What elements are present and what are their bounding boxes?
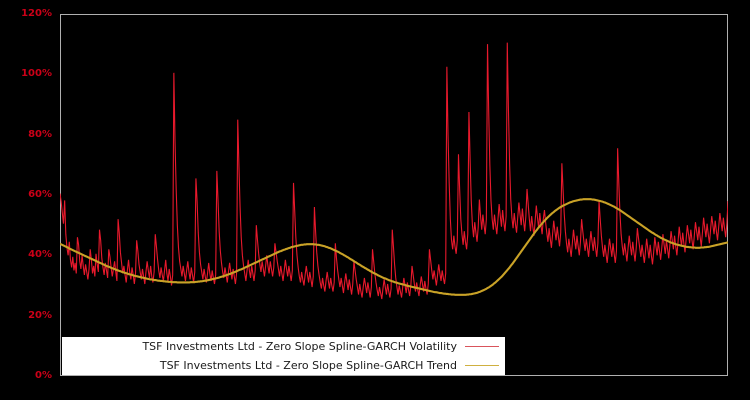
legend-swatch-trend <box>465 365 499 366</box>
y-tick-label: 0% <box>35 370 52 381</box>
legend-swatch-volatility <box>465 346 499 347</box>
y-tick-label: 20% <box>28 309 52 321</box>
chart-legend: TSF Investments Ltd - Zero Slope Spline-… <box>62 337 505 375</box>
series-line-trend <box>60 198 728 296</box>
series-line-volatility <box>60 42 728 300</box>
y-tick-label: 60% <box>28 189 52 200</box>
y-tick-label: 120% <box>21 8 52 19</box>
legend-label: TSF Investments Ltd - Zero Slope Spline-… <box>159 359 457 372</box>
legend-row: TSF Investments Ltd - Zero Slope Spline-… <box>62 356 505 375</box>
y-tick-label: 100% <box>21 68 52 80</box>
y-tick-label: 40% <box>28 249 52 261</box>
series-group <box>60 42 728 300</box>
legend-label: TSF Investments Ltd - Zero Slope Spline-… <box>142 340 457 353</box>
legend-row: TSF Investments Ltd - Zero Slope Spline-… <box>62 337 505 356</box>
y-tick-label: 80% <box>28 128 52 140</box>
chart-plot-area <box>60 42 728 300</box>
